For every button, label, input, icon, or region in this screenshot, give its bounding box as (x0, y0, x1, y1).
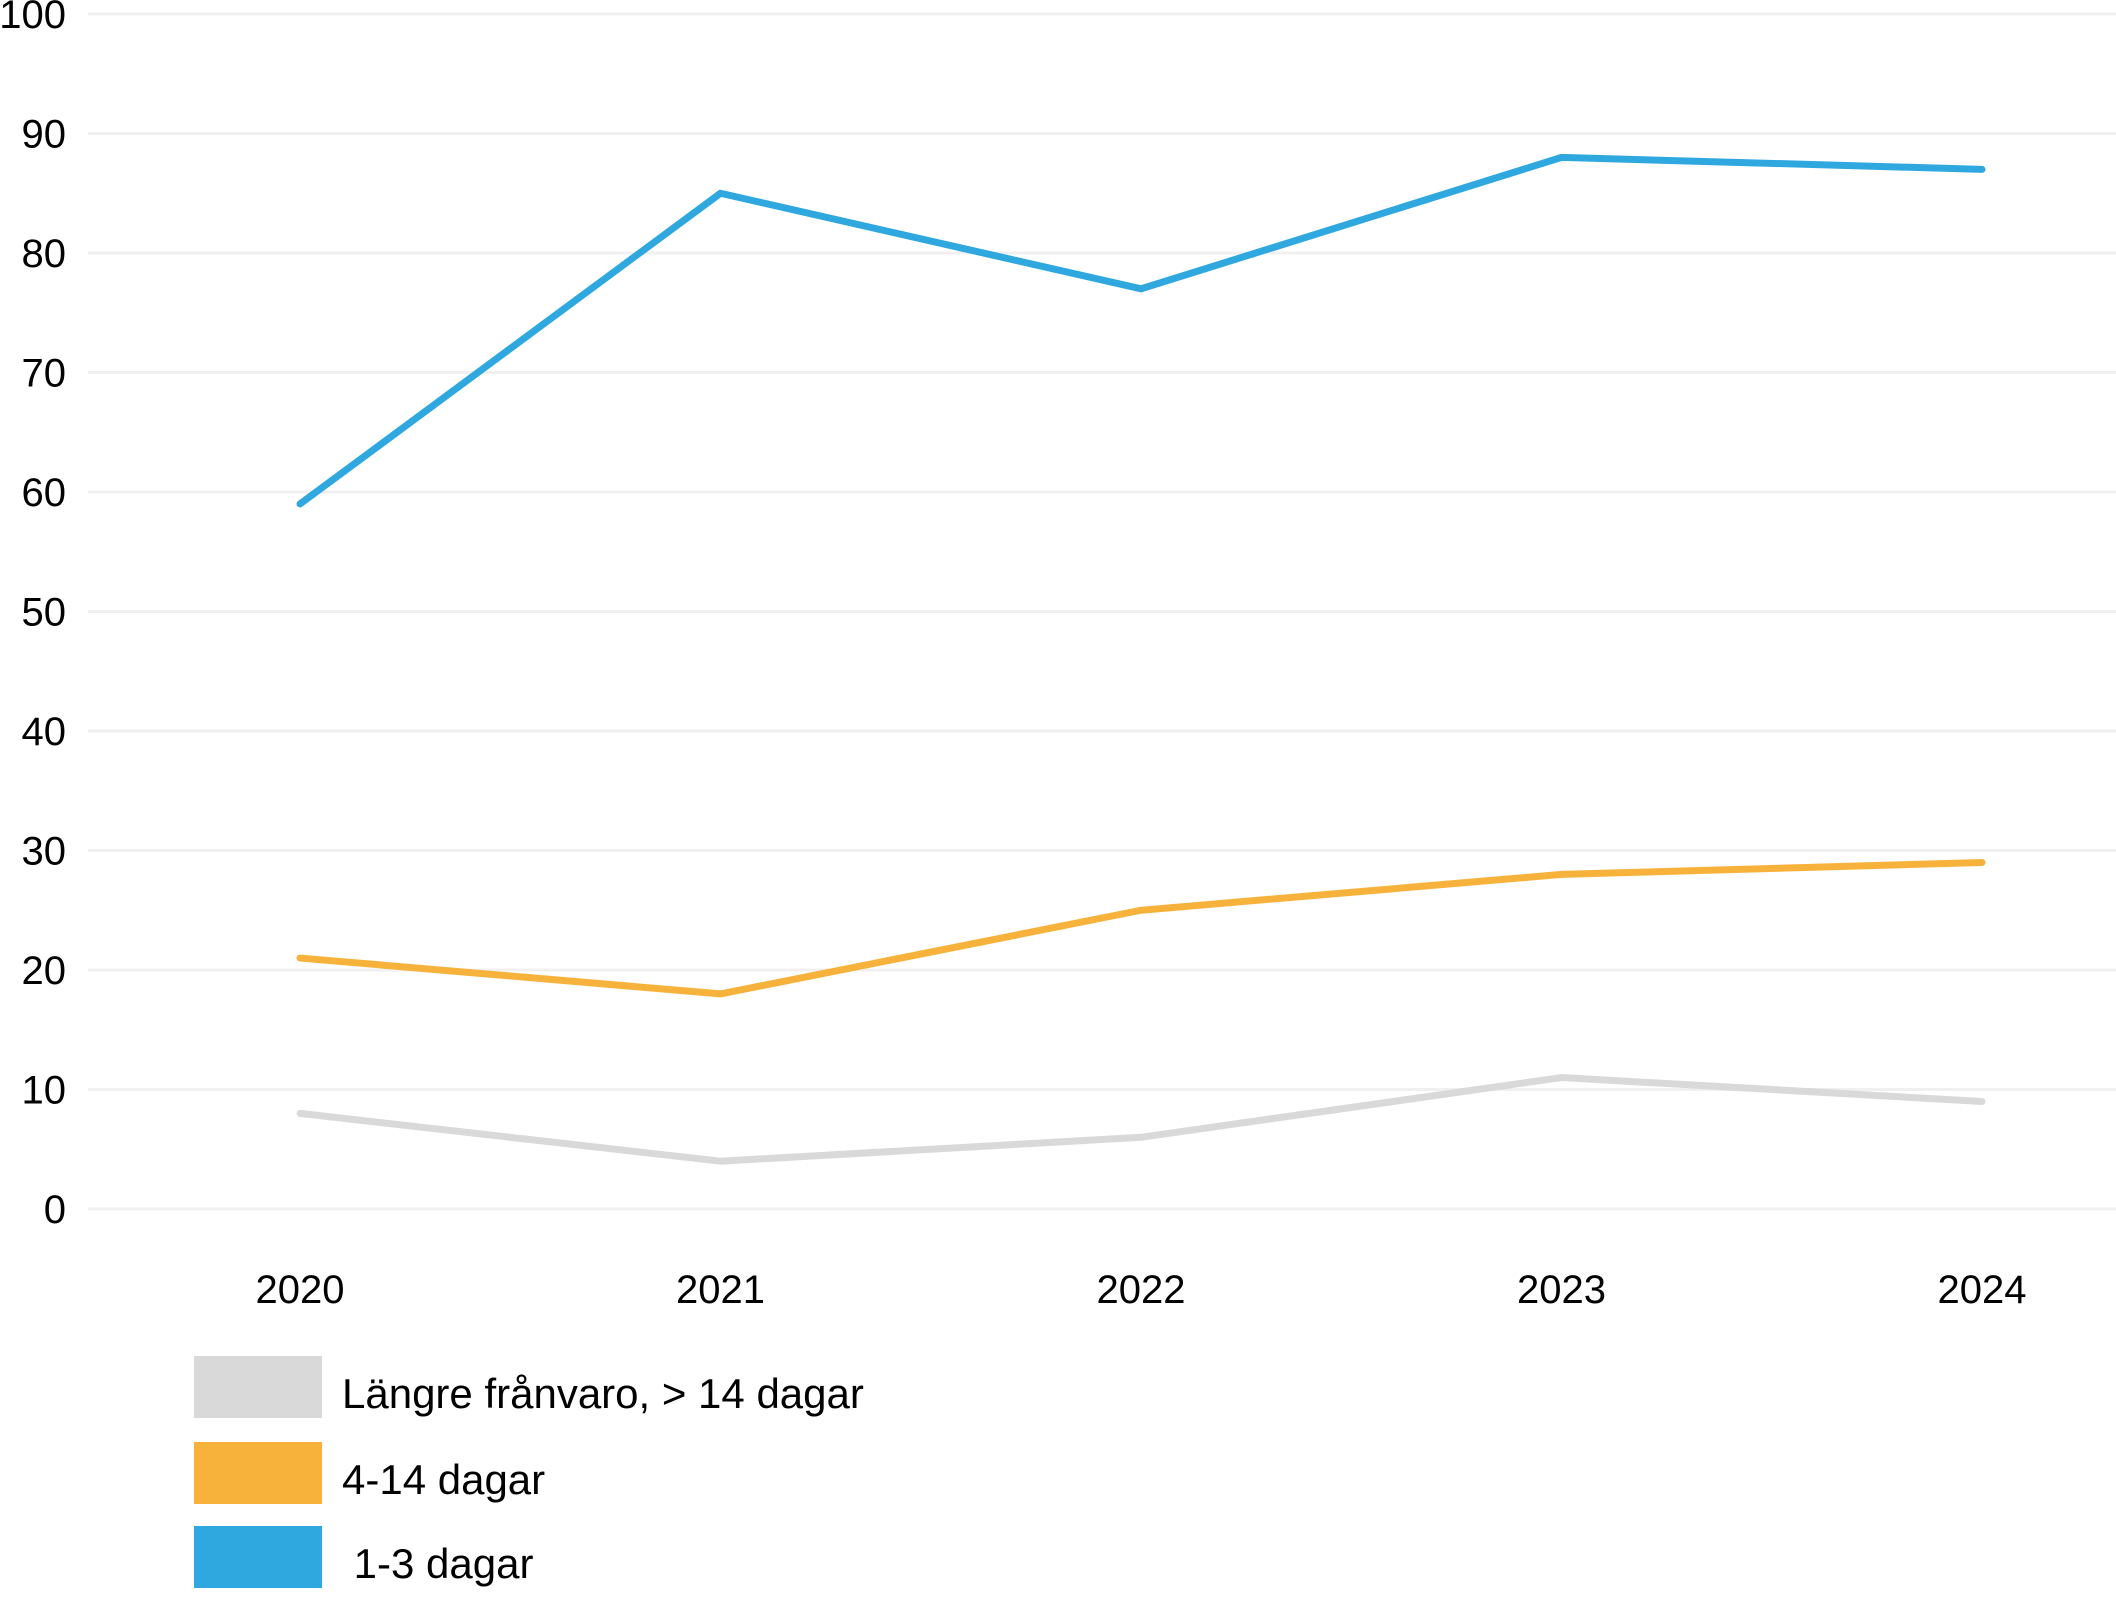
y-tick-label: 60 (22, 471, 67, 515)
y-tick-label: 30 (22, 830, 67, 874)
y-tick-label: 40 (22, 710, 67, 754)
y-tick-label: 10 (22, 1069, 67, 1113)
legend-label: 1-3 dagar (342, 1540, 534, 1587)
x-tick-label: 2021 (676, 1268, 765, 1312)
series-line-1 (296, 858, 1986, 998)
legend-swatch (194, 1442, 322, 1504)
y-tick-label: 100 (0, 0, 66, 37)
x-tick-label: 2022 (1097, 1268, 1186, 1312)
y-tick-label: 90 (22, 113, 67, 157)
x-tick-label: 2024 (1938, 1268, 2027, 1312)
legend-swatch (194, 1356, 322, 1418)
y-tick-label: 80 (22, 232, 67, 276)
x-tick-label: 2023 (1517, 1268, 1606, 1312)
series-line-0 (296, 1074, 1986, 1165)
y-axis: 0 10 20 30 40 50 60 70 80 90 100 (0, 0, 66, 1232)
gridlines (88, 12, 2116, 1211)
y-tick-label: 70 (22, 352, 67, 396)
legend-label: 4-14 dagar (342, 1456, 546, 1503)
y-tick-label: 0 (44, 1188, 66, 1232)
x-tick-label: 2020 (256, 1268, 345, 1312)
y-tick-label: 20 (22, 949, 67, 993)
legend-label: Längre frånvaro, > 14 dagar (342, 1370, 864, 1417)
y-tick-label: 50 (22, 591, 67, 635)
legend-swatch (194, 1526, 322, 1588)
x-axis: 2020 2021 2022 2023 2024 (256, 1268, 2027, 1312)
series-line-2 (296, 153, 1986, 508)
series-lines (296, 153, 1986, 1165)
